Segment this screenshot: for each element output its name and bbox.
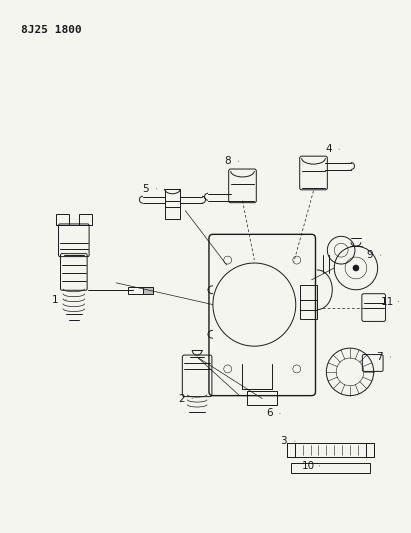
Bar xyxy=(291,463,370,473)
Bar xyxy=(128,287,146,294)
Text: 7: 7 xyxy=(376,352,383,362)
Text: 1: 1 xyxy=(52,295,58,305)
Bar xyxy=(164,189,180,219)
Text: 8: 8 xyxy=(224,156,231,166)
Text: 10: 10 xyxy=(302,461,315,471)
Bar xyxy=(287,443,374,457)
Bar xyxy=(56,214,69,225)
Bar xyxy=(143,287,153,294)
Text: 11: 11 xyxy=(381,297,394,306)
Bar xyxy=(79,214,92,225)
Text: 4: 4 xyxy=(325,144,332,154)
Text: 8J25 1800: 8J25 1800 xyxy=(21,25,81,35)
Text: 9: 9 xyxy=(367,250,373,260)
Text: 2: 2 xyxy=(178,393,185,403)
Bar xyxy=(287,443,295,457)
Text: 6: 6 xyxy=(266,408,272,418)
Circle shape xyxy=(353,265,359,271)
Bar xyxy=(247,391,277,405)
Bar xyxy=(300,285,317,319)
Text: 3: 3 xyxy=(281,436,287,446)
Text: 5: 5 xyxy=(143,184,149,194)
Bar xyxy=(366,443,374,457)
